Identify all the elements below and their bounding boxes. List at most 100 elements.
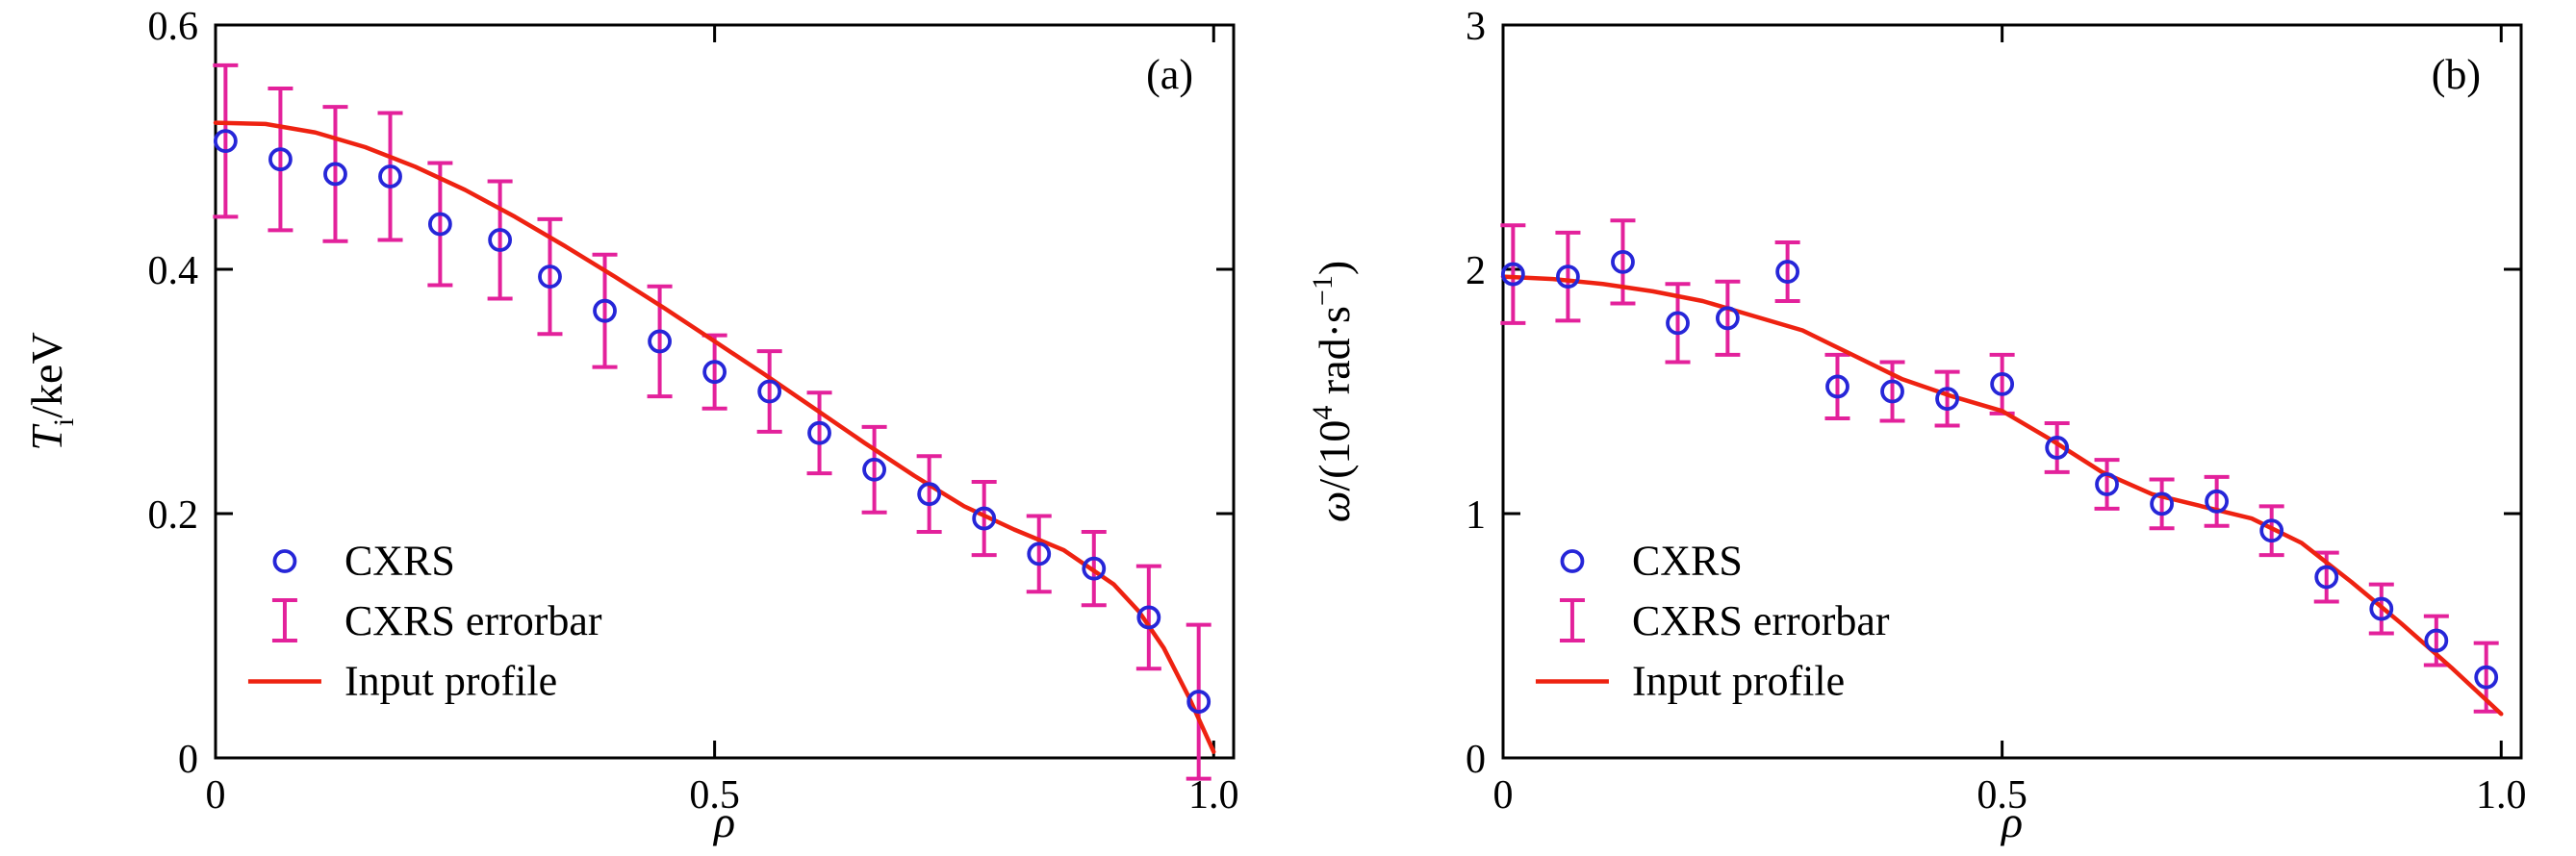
errorbar <box>322 105 348 243</box>
chart-a: 0 0.5 1.0 0 0.2 0.4 0.6 (a) ρ Ti/keV CXRS CXRS erro… <box>22 5 1239 846</box>
data-point <box>593 298 617 323</box>
errorbar <box>2204 474 2230 528</box>
errorbar <box>861 424 887 515</box>
legend-circle-icon <box>1560 549 1585 573</box>
errorbar <box>1135 564 1161 671</box>
errorbar <box>2258 504 2284 558</box>
y-tick-label: 0.4 <box>148 249 199 293</box>
data-point <box>2150 491 2174 516</box>
panel-a: 0 0.5 1.0 0 0.2 0.4 0.6 (a) ρ Ti/keV CXRS CXRS erro… <box>22 5 1239 846</box>
data-point <box>2095 472 2119 496</box>
chart-b: 0 0.5 1.0 0 1 2 3 (b) ρ ω/(104 rad·s−1) CXRS CXRS e… <box>1307 5 2527 846</box>
data-point <box>538 264 562 290</box>
legend-errorbar-icon <box>271 597 297 642</box>
data-point <box>1666 311 1690 336</box>
y-tick-label: 2 <box>1466 249 1486 293</box>
y-axis-label: ω/(104 rad·s−1) <box>1307 261 1359 522</box>
data-point <box>648 329 672 354</box>
legend-circle-icon <box>272 549 297 573</box>
legend-label: CXRS <box>1632 538 1743 585</box>
data-point <box>2369 596 2394 621</box>
data-point <box>1027 541 1052 566</box>
errorbar <box>1555 230 1581 323</box>
y-axis-label: Ti/keV <box>22 332 80 450</box>
data-point <box>1880 379 1904 404</box>
errorbar <box>1715 279 1741 357</box>
profile-line <box>1500 274 2504 717</box>
data-point <box>213 129 238 154</box>
data-point <box>2424 628 2449 653</box>
errorbar <box>1934 369 1960 428</box>
data-point <box>1500 262 1525 287</box>
errorbar <box>427 161 453 288</box>
data-point <box>323 162 347 187</box>
data-point <box>2314 565 2339 590</box>
profile-line <box>213 120 1216 754</box>
data-point <box>427 212 452 237</box>
data-point <box>757 379 782 404</box>
data-point <box>917 482 942 507</box>
errorbar <box>971 479 997 558</box>
data-point <box>972 506 997 531</box>
y-tick-label: 0 <box>1466 738 1486 782</box>
legend-label: CXRS errorbar <box>1632 597 1890 644</box>
errorbar <box>916 454 942 535</box>
data-point <box>807 420 831 445</box>
errorbar <box>377 111 403 242</box>
errorbar <box>2044 421 2070 474</box>
legend-errorbar-icon <box>1559 597 1585 642</box>
errorbar <box>213 63 239 219</box>
data-point <box>1715 306 1740 331</box>
errorbar <box>756 349 782 434</box>
errorbar <box>1774 240 1800 304</box>
legend-label: CXRS errorbar <box>344 597 602 644</box>
data-point <box>1082 556 1107 581</box>
data-point <box>1136 605 1161 630</box>
x-tick-label: 0 <box>206 773 226 818</box>
x-tick-label: 0.5 <box>1977 773 2028 818</box>
errorbar <box>1879 360 1905 423</box>
errorbar <box>1026 514 1052 594</box>
plot-frame <box>1501 23 2523 760</box>
legend-label: Input profile <box>1632 657 1845 704</box>
x-tick-label: 1.0 <box>1188 773 1239 818</box>
panel-b: 0 0.5 1.0 0 1 2 3 (b) ρ ω/(104 rad·s−1) CXRS CXRS e… <box>1288 0 2575 856</box>
y-tick-label: 3 <box>1466 5 1486 49</box>
y-tick-label: 1 <box>1466 493 1486 538</box>
data-point <box>702 360 727 385</box>
legend-label: Input profile <box>344 657 557 704</box>
data-point <box>378 164 402 189</box>
errorbar <box>487 179 513 301</box>
errorbar <box>1500 223 1526 325</box>
data-point <box>2259 518 2284 543</box>
plot-frame <box>214 23 1236 760</box>
data-point <box>2205 489 2230 514</box>
x-tick-label: 1.0 <box>2476 773 2527 818</box>
y-tick-label: 0.6 <box>148 5 199 49</box>
errorbar <box>2094 458 2120 511</box>
data-point <box>2474 665 2499 690</box>
data-point <box>488 228 513 252</box>
errorbar <box>1824 352 1850 420</box>
errorbar <box>592 252 618 369</box>
x-tick-label: 0.5 <box>689 773 740 818</box>
data-point <box>1990 371 2015 396</box>
errorbar <box>1610 218 1636 306</box>
y-tick-label: 0.2 <box>148 493 199 538</box>
errorbar <box>268 87 293 233</box>
errorbar <box>806 390 832 476</box>
panel-label: (a) <box>1146 51 1193 98</box>
data-point <box>1935 387 1959 412</box>
panel-label: (b) <box>2432 51 2481 98</box>
x-axis-label: ρ <box>2000 797 2023 846</box>
data-point <box>1775 260 1800 284</box>
y-tick-label: 0 <box>178 738 198 782</box>
x-axis-label: ρ <box>712 797 735 846</box>
errorbar <box>2149 477 2175 531</box>
data-point <box>1611 249 1635 274</box>
data-point <box>1186 690 1211 714</box>
errorbar <box>1186 622 1211 781</box>
data-point <box>1556 264 1580 290</box>
data-point <box>862 457 886 482</box>
